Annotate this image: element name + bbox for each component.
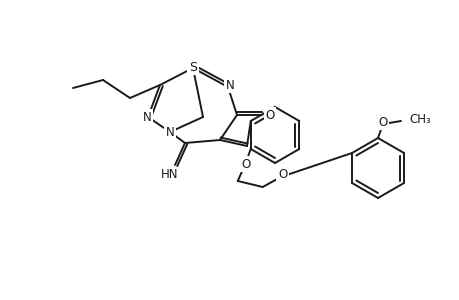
Text: O: O (265, 109, 274, 122)
Text: N: N (225, 79, 234, 92)
Text: O: O (278, 169, 287, 182)
Text: N: N (165, 125, 174, 139)
Text: HN: HN (161, 169, 179, 182)
Text: CH₃: CH₃ (408, 112, 430, 125)
Text: O: O (378, 116, 387, 128)
Text: O: O (241, 158, 250, 170)
Text: S: S (189, 61, 196, 74)
Text: N: N (142, 110, 151, 124)
